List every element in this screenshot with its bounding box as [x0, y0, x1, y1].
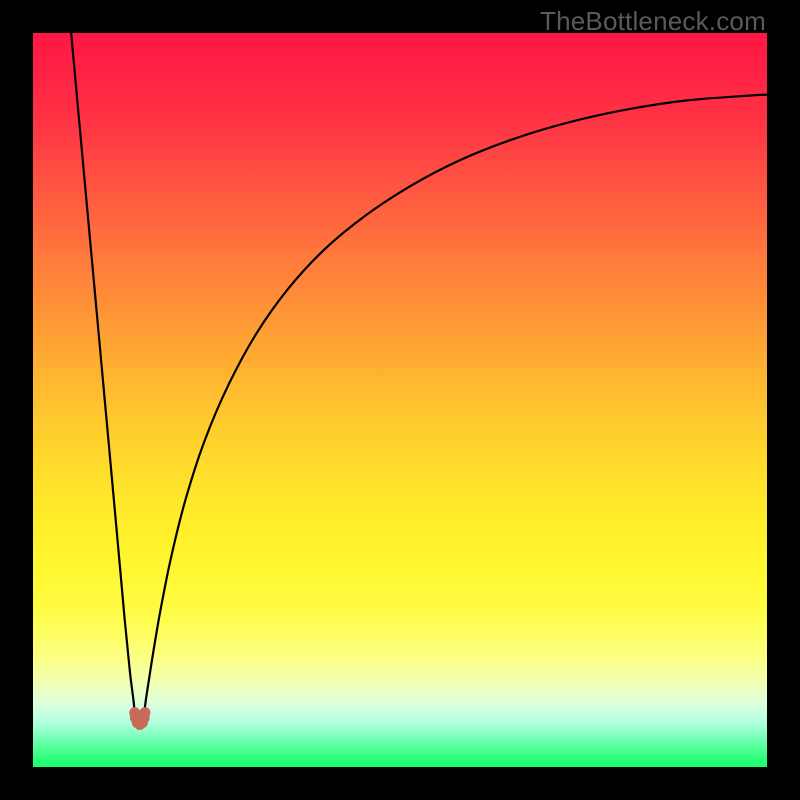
- gradient-background: [33, 33, 767, 767]
- plot-svg: [33, 33, 767, 767]
- valley-marker: [140, 708, 150, 718]
- watermark-text: TheBottleneck.com: [540, 6, 766, 37]
